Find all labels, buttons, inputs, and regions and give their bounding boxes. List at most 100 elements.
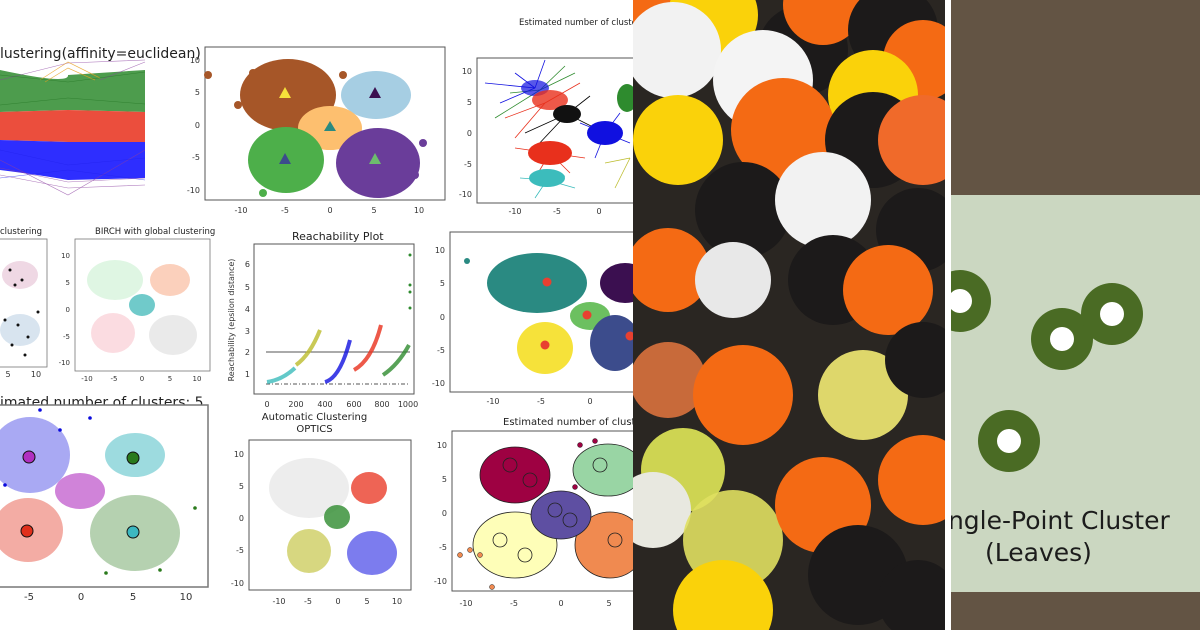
- svg-text:10: 10: [392, 597, 402, 606]
- scatter-chart: 10 5 0 -5 -10 -10 -5 0: [459, 57, 633, 216]
- svg-text:-5: -5: [63, 333, 70, 341]
- svg-text:5: 5: [440, 279, 445, 288]
- svg-text:0: 0: [587, 397, 592, 406]
- svg-text:0: 0: [264, 400, 269, 409]
- svg-text:-5: -5: [437, 346, 445, 355]
- svg-text:0: 0: [327, 206, 332, 215]
- svg-text:5: 5: [5, 370, 10, 379]
- plot-title-line2: OPTICS: [296, 424, 333, 435]
- plot-kmeans-viridis: 10 5 0 -5 -10 -10 -5 0: [425, 228, 633, 408]
- svg-text:-10: -10: [272, 597, 285, 606]
- scatter-chart: 10 5 0 -5 -10 -10 -5 0 5 10: [231, 439, 412, 606]
- plot-title: Estimated number of cluster: [503, 417, 633, 428]
- svg-text:-5: -5: [553, 207, 561, 216]
- svg-text:0: 0: [467, 129, 472, 138]
- plot-reachability: Reachability Plot Reachability (epsilon …: [222, 230, 422, 410]
- plot-optics-auto: Automatic Clustering OPTICS 10 5 0 -5 -10 -…: [222, 410, 422, 610]
- svg-text:-5: -5: [24, 592, 34, 603]
- svg-text:1: 1: [245, 370, 250, 379]
- svg-text:0: 0: [335, 597, 340, 606]
- svg-text:0: 0: [140, 375, 144, 383]
- svg-text:1000: 1000: [398, 400, 418, 409]
- illustration-band: ingle-Point Cluster (Leaves): [951, 195, 1200, 592]
- svg-text:-5: -5: [439, 543, 447, 552]
- svg-text:0: 0: [239, 514, 244, 523]
- svg-text:2: 2: [245, 348, 250, 357]
- svg-text:0: 0: [558, 599, 563, 608]
- plot-title: Automatic Clustering OPTICS: [222, 412, 407, 436]
- plot-birch-global: BIRCH with global clustering 10 5 0 -5 -10 …: [55, 225, 220, 385]
- caption-line1: ingle-Point Cluster: [951, 506, 1170, 535]
- svg-text:10: 10: [462, 67, 472, 76]
- plot-birch-without-global: clustering 5 10: [0, 225, 50, 385]
- svg-text:3: 3: [245, 327, 250, 336]
- plot-agglomerative-parallel: lustering(affinity=euclidean): [0, 0, 201, 200]
- svg-text:5: 5: [195, 88, 200, 97]
- plot-title: Reachability Plot: [292, 230, 384, 243]
- svg-text:-10: -10: [434, 577, 447, 586]
- svg-text:5: 5: [239, 482, 244, 491]
- svg-text:10: 10: [193, 375, 202, 383]
- leaf-node-ring-icon: [978, 410, 1040, 472]
- svg-text:-10: -10: [508, 207, 521, 216]
- plot-title-line1: Automatic Clustering: [261, 412, 368, 423]
- svg-text:10: 10: [180, 592, 193, 603]
- caption-line2: (Leaves): [985, 538, 1092, 567]
- svg-text:10: 10: [437, 441, 447, 450]
- svg-text:5: 5: [66, 279, 70, 287]
- plot-meanshift: imated number of clusters: 5 -5 0 5 10: [0, 395, 215, 620]
- scatter-chart: 10 5 0 -5 -10 -10 -5 0 5 10: [59, 238, 211, 383]
- svg-text:6: 6: [245, 260, 250, 269]
- svg-text:0: 0: [596, 207, 601, 216]
- svg-text:200: 200: [288, 400, 303, 409]
- svg-text:5: 5: [442, 475, 447, 484]
- svg-text:-5: -5: [510, 599, 518, 608]
- svg-text:10: 10: [435, 246, 445, 255]
- plot-title: clustering: [0, 227, 43, 237]
- plot-title: Estimated number of cluste: [519, 18, 633, 28]
- svg-text:-5: -5: [464, 160, 472, 169]
- svg-text:5: 5: [606, 599, 611, 608]
- svg-text:0: 0: [195, 121, 200, 130]
- scatter-chart: 10 5 0 -5 -10 -10 -5 0 5: [434, 430, 633, 608]
- svg-text:-5: -5: [537, 397, 545, 406]
- svg-text:5: 5: [467, 98, 472, 107]
- svg-text:5: 5: [245, 283, 250, 292]
- svg-text:5: 5: [130, 592, 136, 603]
- confetti-photo: [633, 0, 945, 630]
- svg-text:-10: -10: [486, 397, 499, 406]
- parallel-lines-chart: [0, 59, 146, 196]
- svg-text:400: 400: [317, 400, 332, 409]
- svg-text:-5: -5: [192, 153, 200, 162]
- y-axis-label: Reachability (epsilon distance): [227, 259, 236, 382]
- svg-text:10: 10: [234, 450, 244, 459]
- svg-text:0: 0: [78, 592, 84, 603]
- svg-text:-10: -10: [81, 375, 92, 383]
- confetti-circles-image: [633, 0, 945, 630]
- svg-text:0: 0: [440, 313, 445, 322]
- svg-text:-10: -10: [59, 359, 70, 367]
- svg-text:-10: -10: [459, 599, 472, 608]
- svg-text:10: 10: [190, 56, 200, 65]
- plot-kmeans-triangles: 10 5 0 -5 -10 -10 -5 0 5 10: [178, 45, 446, 215]
- svg-text:0: 0: [66, 306, 70, 314]
- caption-text: ingle-Point Cluster (Leaves): [951, 505, 1200, 569]
- svg-text:10: 10: [414, 206, 424, 215]
- svg-text:-5: -5: [111, 375, 118, 383]
- svg-text:10: 10: [31, 370, 41, 379]
- single-point-cluster-card: ingle-Point Cluster (Leaves): [951, 0, 1200, 630]
- svg-text:5: 5: [364, 597, 369, 606]
- plot-dbscan: Estimated number of cluster 10 5 0 -5 -10 -…: [430, 415, 633, 615]
- leaf-node-ring-icon: [1081, 283, 1143, 345]
- svg-text:800: 800: [374, 400, 389, 409]
- plot-affinity-propagation: Estimated number of cluste 10 5 0 -5 -10 -…: [455, 18, 633, 218]
- scatter-chart: -5 0 5 10: [0, 404, 209, 603]
- svg-text:-5: -5: [304, 597, 312, 606]
- svg-text:-10: -10: [187, 186, 200, 195]
- leaf-node-ring-icon: [951, 270, 991, 332]
- svg-text:4: 4: [245, 305, 250, 314]
- scatter-chart: 10 5 0 -5 -10 -10 -5 0 5 10: [187, 46, 446, 215]
- reachability-chart: Reachability (epsilon distance) 654 321 …: [227, 243, 418, 409]
- svg-text:-10: -10: [231, 579, 244, 588]
- plot-title: BIRCH with global clustering: [95, 227, 216, 237]
